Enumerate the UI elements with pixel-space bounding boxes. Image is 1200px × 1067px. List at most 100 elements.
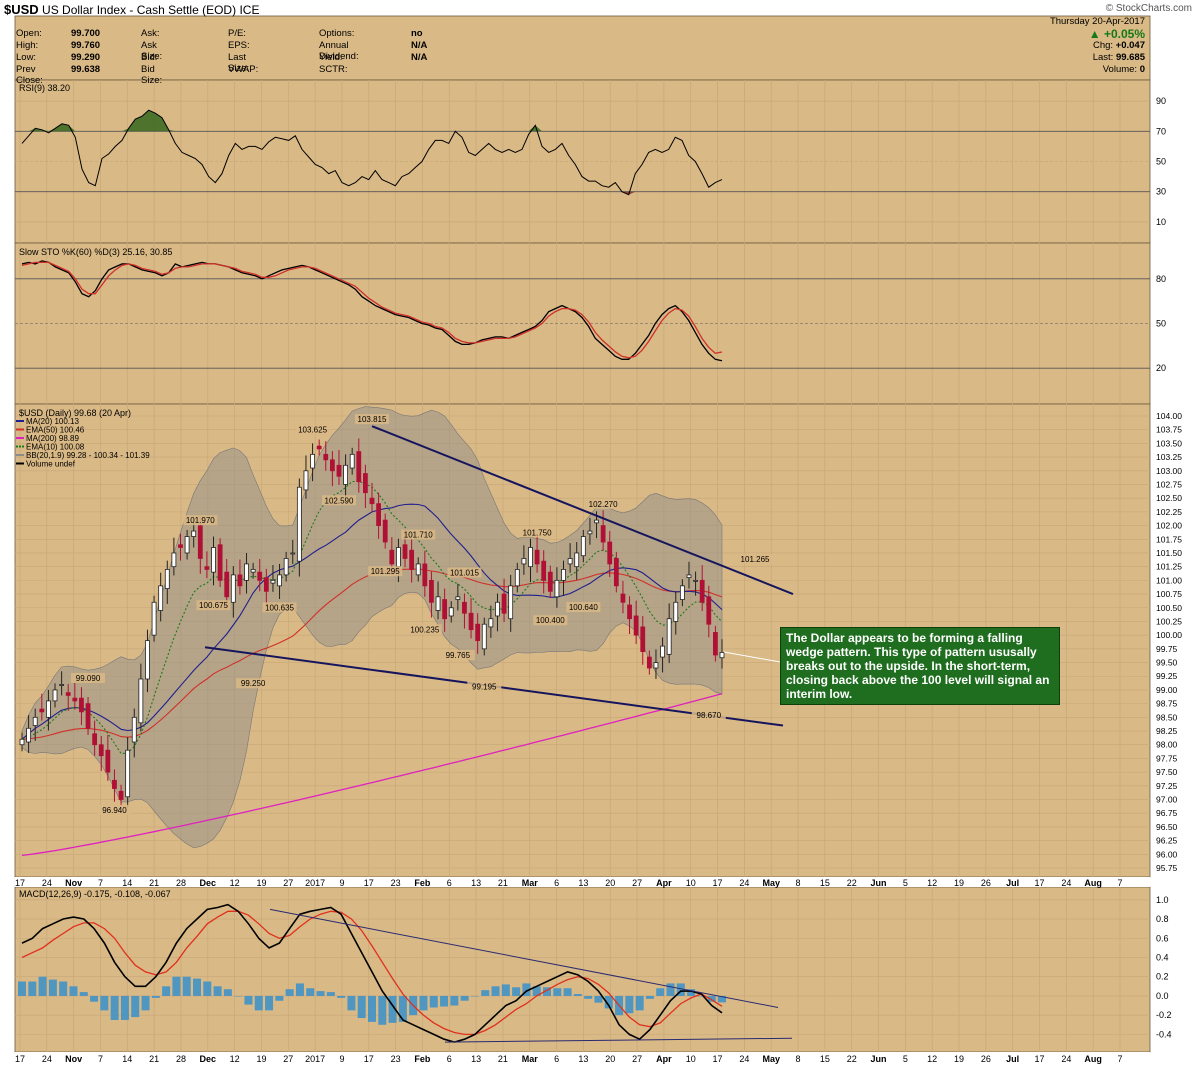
candle-body [65, 692, 71, 696]
price-marker-label: 101.750 [523, 528, 552, 537]
quote-label: Last Size: [228, 52, 250, 74]
candle-body [594, 519, 599, 524]
annotation-box: The Dollar appears to be forming a falli… [780, 627, 1060, 705]
macd-histogram-bar [440, 995, 449, 1007]
macd-trendline-lower [444, 1037, 793, 1043]
candle-body [653, 662, 659, 669]
candle-body [600, 525, 606, 543]
x-tick-label: 21 [149, 878, 159, 888]
price-marker-label: 98.670 [697, 711, 722, 720]
candle-body [283, 558, 289, 576]
candle-body [541, 560, 547, 581]
macd-histogram-bar [584, 995, 593, 999]
x-tick-label: 10 [686, 878, 696, 888]
last-row: Last: 99.685 [1092, 52, 1145, 63]
x-tick-label: Mar [522, 878, 539, 888]
candle-body [442, 599, 448, 620]
y-tick-label: 100.75 [1156, 589, 1182, 599]
y-tick-label: 99.75 [1156, 644, 1178, 654]
x-tick-label: 9 [339, 1054, 344, 1064]
x-tick-label: 24 [42, 1054, 52, 1064]
price-marker-label: 99.195 [472, 682, 497, 691]
macd-histogram-bar [697, 995, 706, 997]
x-tick-label: 23 [391, 878, 401, 888]
macd-histogram-bar [563, 988, 572, 996]
x-tick-label: 19 [256, 878, 266, 888]
macd-histogram-bar [265, 995, 274, 1011]
price-marker-label: 101.015 [450, 569, 479, 578]
macd-histogram-bar [182, 976, 191, 996]
candle-body [217, 544, 223, 581]
x-tick-label: 7 [98, 878, 103, 888]
candle-body [329, 459, 335, 472]
price-marker-bg [183, 515, 218, 526]
macd-histogram-bar [90, 995, 99, 1002]
candle-body [633, 615, 639, 636]
macd-histogram-bar [378, 995, 387, 1025]
price-marker-bg [71, 673, 106, 684]
sto-line-0 [21, 260, 723, 362]
x-tick-label: 19 [256, 1054, 266, 1064]
legend-entry: Volume undef [26, 460, 76, 469]
x-tick-label: 13 [471, 878, 481, 888]
price-marker-label: 99.090 [76, 674, 101, 683]
quote-label: Options: [319, 28, 355, 39]
x-tick-label: 13 [578, 878, 588, 888]
quote-label: Annual Dividend: [319, 40, 359, 62]
quote-date: Thursday 20-Apr-2017 [1049, 16, 1145, 27]
candle-body [580, 536, 586, 557]
y-tick-label: 99.25 [1156, 671, 1178, 681]
x-tick-label: 27 [632, 1054, 642, 1064]
symbol: $USD [4, 2, 39, 17]
legend-entry: MA(20) 100.13 [26, 417, 79, 426]
x-tick-label: 17 [364, 878, 374, 888]
candle-body [92, 733, 98, 746]
candle-body [303, 470, 309, 491]
wedge-upper-trendline [371, 425, 794, 595]
macd-histogram-bar [388, 995, 397, 1023]
macd-histogram-bar [48, 979, 57, 996]
candle-body [699, 579, 705, 603]
macd-histogram-bar [275, 995, 284, 1001]
macd-histogram-bar [543, 987, 551, 996]
macd-histogram-bar [172, 976, 181, 996]
candle-body [521, 558, 527, 565]
quote-value: N/A [411, 52, 428, 63]
x-tick-label: 9 [339, 878, 344, 888]
y-tick-label: 103.25 [1156, 452, 1182, 462]
candle-body [211, 547, 216, 573]
instrument-name: US Dollar Index - Cash Settle (EOD) [42, 3, 237, 17]
y-tick-label: 0.2 [1156, 972, 1169, 982]
y-tick-label: 98.50 [1156, 712, 1178, 722]
candle-body [250, 569, 256, 573]
candle-body [171, 552, 177, 568]
macd-histogram-bar [481, 990, 490, 996]
candle-body [79, 697, 84, 713]
candle-body [660, 645, 665, 658]
x-tick-label: 22 [847, 878, 857, 888]
candle-body [46, 700, 51, 718]
macd-histogram-bar [244, 995, 253, 1005]
candle-body [640, 626, 646, 652]
x-tick-label: 7 [1117, 1054, 1122, 1064]
x-tick-label: Nov [65, 878, 82, 888]
price-marker-bg [262, 602, 297, 613]
candle-body [415, 563, 421, 576]
candle-body [554, 579, 560, 598]
candle-body [508, 585, 514, 620]
x-tick-label: 6 [554, 1054, 559, 1064]
macd-trendline-upper [269, 908, 779, 1008]
x-tick-label: 12 [230, 878, 240, 888]
candle-body [362, 473, 368, 494]
ma200-line [21, 693, 723, 857]
price-marker-bg [467, 681, 502, 692]
y-tick-label: 0.0 [1156, 991, 1169, 1001]
candle-body [422, 563, 428, 587]
candle-body [462, 601, 467, 614]
x-tick-label: 21 [498, 1054, 508, 1064]
price-marker-label: 100.235 [410, 625, 439, 634]
candle-body [112, 779, 117, 789]
candle-body [356, 451, 362, 483]
candle-body [587, 530, 593, 535]
x-tick-label: Aug [1084, 1054, 1102, 1064]
